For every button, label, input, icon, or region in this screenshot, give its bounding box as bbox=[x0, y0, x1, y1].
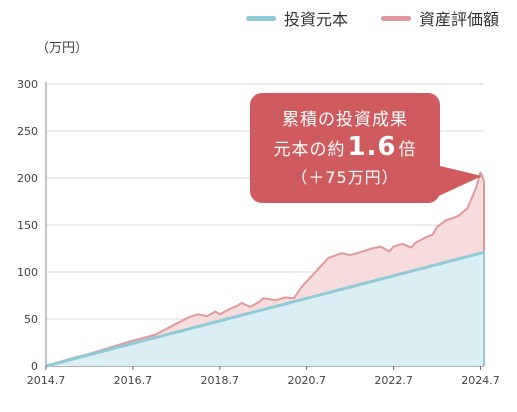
callout-box: 累積の投資成果 元本の約1.6 倍 （＋75万円） bbox=[250, 93, 440, 203]
line-value bbox=[45, 171, 485, 367]
x-tick-label: 2020.7 bbox=[287, 374, 326, 387]
x-tick-label: 2024.7 bbox=[461, 374, 500, 387]
callout-line2-suffix: 倍 bbox=[398, 140, 417, 160]
axes bbox=[45, 82, 482, 370]
legend-value-label: 資産評価額 bbox=[419, 10, 500, 29]
callout-line3: （＋75万円） bbox=[291, 168, 399, 187]
legend-value-swatch bbox=[381, 15, 411, 21]
y-tick-label: 0 bbox=[31, 360, 38, 373]
y-tick-label: 100 bbox=[17, 266, 38, 279]
line-principal bbox=[45, 250, 485, 368]
callout-line2-prefix: 元本の約 bbox=[273, 140, 346, 160]
x-tick-labels: 2014.7 2016.7 2018.7 2020.7 2022.7 2024.7 bbox=[27, 374, 500, 387]
legend-value: 資産評価額 bbox=[381, 6, 499, 30]
y-tick-label: 200 bbox=[17, 172, 38, 185]
y-tick-labels: 0 50 100 150 200 250 300 bbox=[17, 78, 38, 373]
x-tick-label: 2014.7 bbox=[27, 374, 66, 387]
series-lines bbox=[45, 171, 485, 368]
legend-principal-swatch bbox=[246, 15, 276, 21]
y-tick-label: 250 bbox=[17, 125, 38, 138]
callout-line2: 元本の約1.6 倍 bbox=[250, 132, 440, 162]
y-axis-unit-label: （万円） bbox=[36, 41, 89, 56]
x-tick-label: 2016.7 bbox=[114, 374, 153, 387]
callout-multiplier: 1.6 bbox=[347, 132, 397, 162]
y-tick-label: 150 bbox=[17, 219, 38, 232]
y-tick-label: 50 bbox=[24, 313, 38, 326]
x-tick-label: 2022.7 bbox=[374, 374, 413, 387]
legend-principal-label: 投資元本 bbox=[284, 10, 349, 29]
callout-line1: 累積の投資成果 bbox=[282, 110, 408, 130]
x-tick-label: 2018.7 bbox=[201, 374, 240, 387]
legend-principal: 投資元本 bbox=[246, 6, 348, 30]
y-tick-label: 300 bbox=[17, 78, 38, 91]
